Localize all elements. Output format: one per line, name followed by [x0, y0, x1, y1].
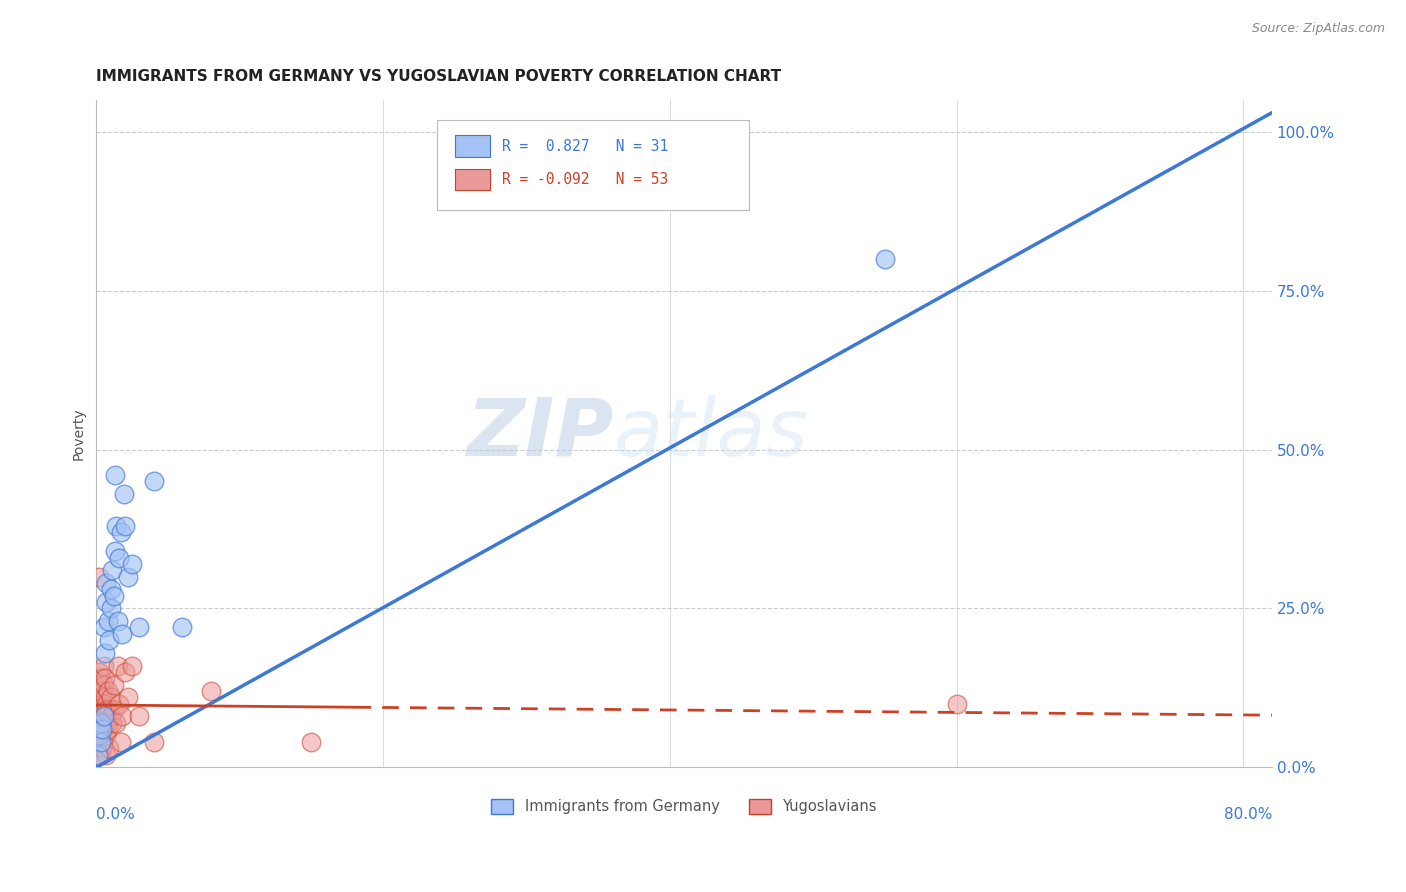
Point — [90, 671, 112, 685]
Point — [105, 715, 128, 730]
Text: Source: ZipAtlas.com: Source: ZipAtlas.com — [1251, 22, 1385, 36]
Point — [98, 741, 121, 756]
Text: IMMIGRANTS FROM GERMANY VS YUGOSLAVIAN POVERTY CORRELATION CHART: IMMIGRANTS FROM GERMANY VS YUGOSLAVIAN P… — [97, 69, 782, 84]
Point — [87, 709, 110, 723]
Point — [110, 525, 132, 540]
Text: 80.0%: 80.0% — [1223, 807, 1272, 822]
Point — [97, 614, 120, 628]
Point — [100, 601, 122, 615]
Point — [91, 684, 114, 698]
Point — [103, 678, 125, 692]
Point — [107, 658, 129, 673]
Point — [91, 697, 114, 711]
Text: R =  0.827   N = 31: R = 0.827 N = 31 — [502, 138, 668, 153]
Point — [90, 690, 112, 705]
Point — [94, 690, 117, 705]
Point — [94, 715, 117, 730]
Point — [90, 747, 112, 762]
Point — [110, 735, 132, 749]
Point — [89, 569, 111, 583]
Point — [111, 627, 134, 641]
Point — [93, 709, 115, 723]
Point — [91, 741, 114, 756]
Legend: Immigrants from Germany, Yugoslavians: Immigrants from Germany, Yugoslavians — [485, 793, 883, 820]
FancyBboxPatch shape — [456, 136, 491, 157]
Point — [93, 722, 115, 736]
Point — [89, 729, 111, 743]
Point — [128, 620, 150, 634]
Text: 0.0%: 0.0% — [97, 807, 135, 822]
Point — [89, 678, 111, 692]
Point — [96, 595, 118, 609]
Text: R = -0.092   N = 53: R = -0.092 N = 53 — [502, 172, 668, 186]
Point — [121, 557, 143, 571]
Point — [94, 646, 117, 660]
Point — [91, 709, 114, 723]
Point — [98, 703, 121, 717]
Point — [172, 620, 194, 634]
Point — [100, 690, 122, 705]
Point — [96, 576, 118, 591]
Point — [93, 620, 115, 634]
Point — [94, 671, 117, 685]
Point — [96, 697, 118, 711]
Point — [108, 550, 131, 565]
Point — [117, 690, 139, 705]
Point — [97, 684, 120, 698]
Point — [104, 544, 127, 558]
Point — [108, 697, 131, 711]
Point — [103, 703, 125, 717]
Point — [89, 665, 111, 679]
Point — [100, 709, 122, 723]
Point — [97, 715, 120, 730]
Point — [111, 709, 134, 723]
Point — [105, 518, 128, 533]
Point — [121, 658, 143, 673]
Y-axis label: Poverty: Poverty — [72, 408, 86, 460]
Text: atlas: atlas — [613, 394, 808, 473]
Point — [96, 747, 118, 762]
Point — [87, 697, 110, 711]
Point — [299, 735, 322, 749]
Point — [89, 703, 111, 717]
Point — [87, 684, 110, 698]
Text: ZIP: ZIP — [467, 394, 613, 473]
Point — [101, 715, 124, 730]
Point — [142, 475, 165, 489]
Point — [87, 747, 110, 762]
Point — [142, 735, 165, 749]
Point — [94, 709, 117, 723]
FancyBboxPatch shape — [456, 169, 491, 190]
Point — [90, 735, 112, 749]
Point — [128, 709, 150, 723]
Point — [873, 252, 896, 266]
Point — [97, 722, 120, 736]
Point — [96, 703, 118, 717]
Point — [114, 518, 136, 533]
Point — [98, 633, 121, 648]
Point — [87, 735, 110, 749]
Point — [103, 589, 125, 603]
Point — [104, 467, 127, 482]
Point — [93, 703, 115, 717]
Point — [945, 697, 967, 711]
Point — [114, 665, 136, 679]
Point — [93, 658, 115, 673]
Point — [91, 722, 114, 736]
Point — [200, 684, 222, 698]
Point — [90, 729, 112, 743]
Point — [90, 715, 112, 730]
Point — [90, 715, 112, 730]
Point — [100, 582, 122, 597]
Point — [117, 569, 139, 583]
Point — [89, 722, 111, 736]
Point — [96, 729, 118, 743]
Point — [101, 563, 124, 577]
Point — [93, 678, 115, 692]
Point — [112, 487, 135, 501]
FancyBboxPatch shape — [437, 120, 749, 211]
Point — [107, 614, 129, 628]
